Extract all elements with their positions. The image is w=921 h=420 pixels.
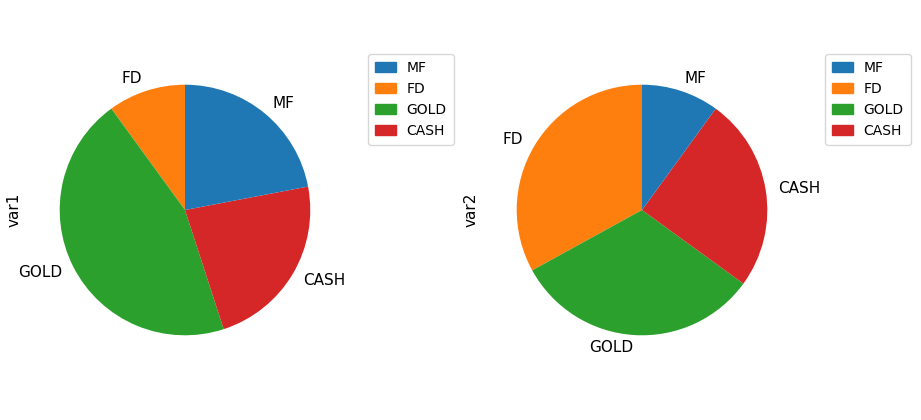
Text: CASH: CASH [778, 181, 821, 196]
Wedge shape [185, 186, 310, 329]
Wedge shape [185, 85, 308, 210]
Text: MF: MF [684, 71, 706, 87]
Text: FD: FD [122, 71, 143, 87]
Wedge shape [60, 109, 224, 335]
Y-axis label: var2: var2 [463, 193, 478, 227]
Text: MF: MF [273, 96, 295, 111]
Wedge shape [642, 85, 716, 210]
Text: GOLD: GOLD [18, 265, 63, 280]
Y-axis label: var1: var1 [6, 193, 21, 227]
Wedge shape [111, 85, 185, 210]
Text: GOLD: GOLD [589, 340, 634, 355]
Wedge shape [517, 85, 642, 270]
Text: CASH: CASH [304, 273, 346, 288]
Text: FD: FD [503, 132, 523, 147]
Wedge shape [532, 210, 743, 335]
Legend: MF, FD, GOLD, CASH: MF, FD, GOLD, CASH [367, 54, 454, 145]
Wedge shape [642, 109, 767, 284]
Legend: MF, FD, GOLD, CASH: MF, FD, GOLD, CASH [825, 54, 911, 145]
